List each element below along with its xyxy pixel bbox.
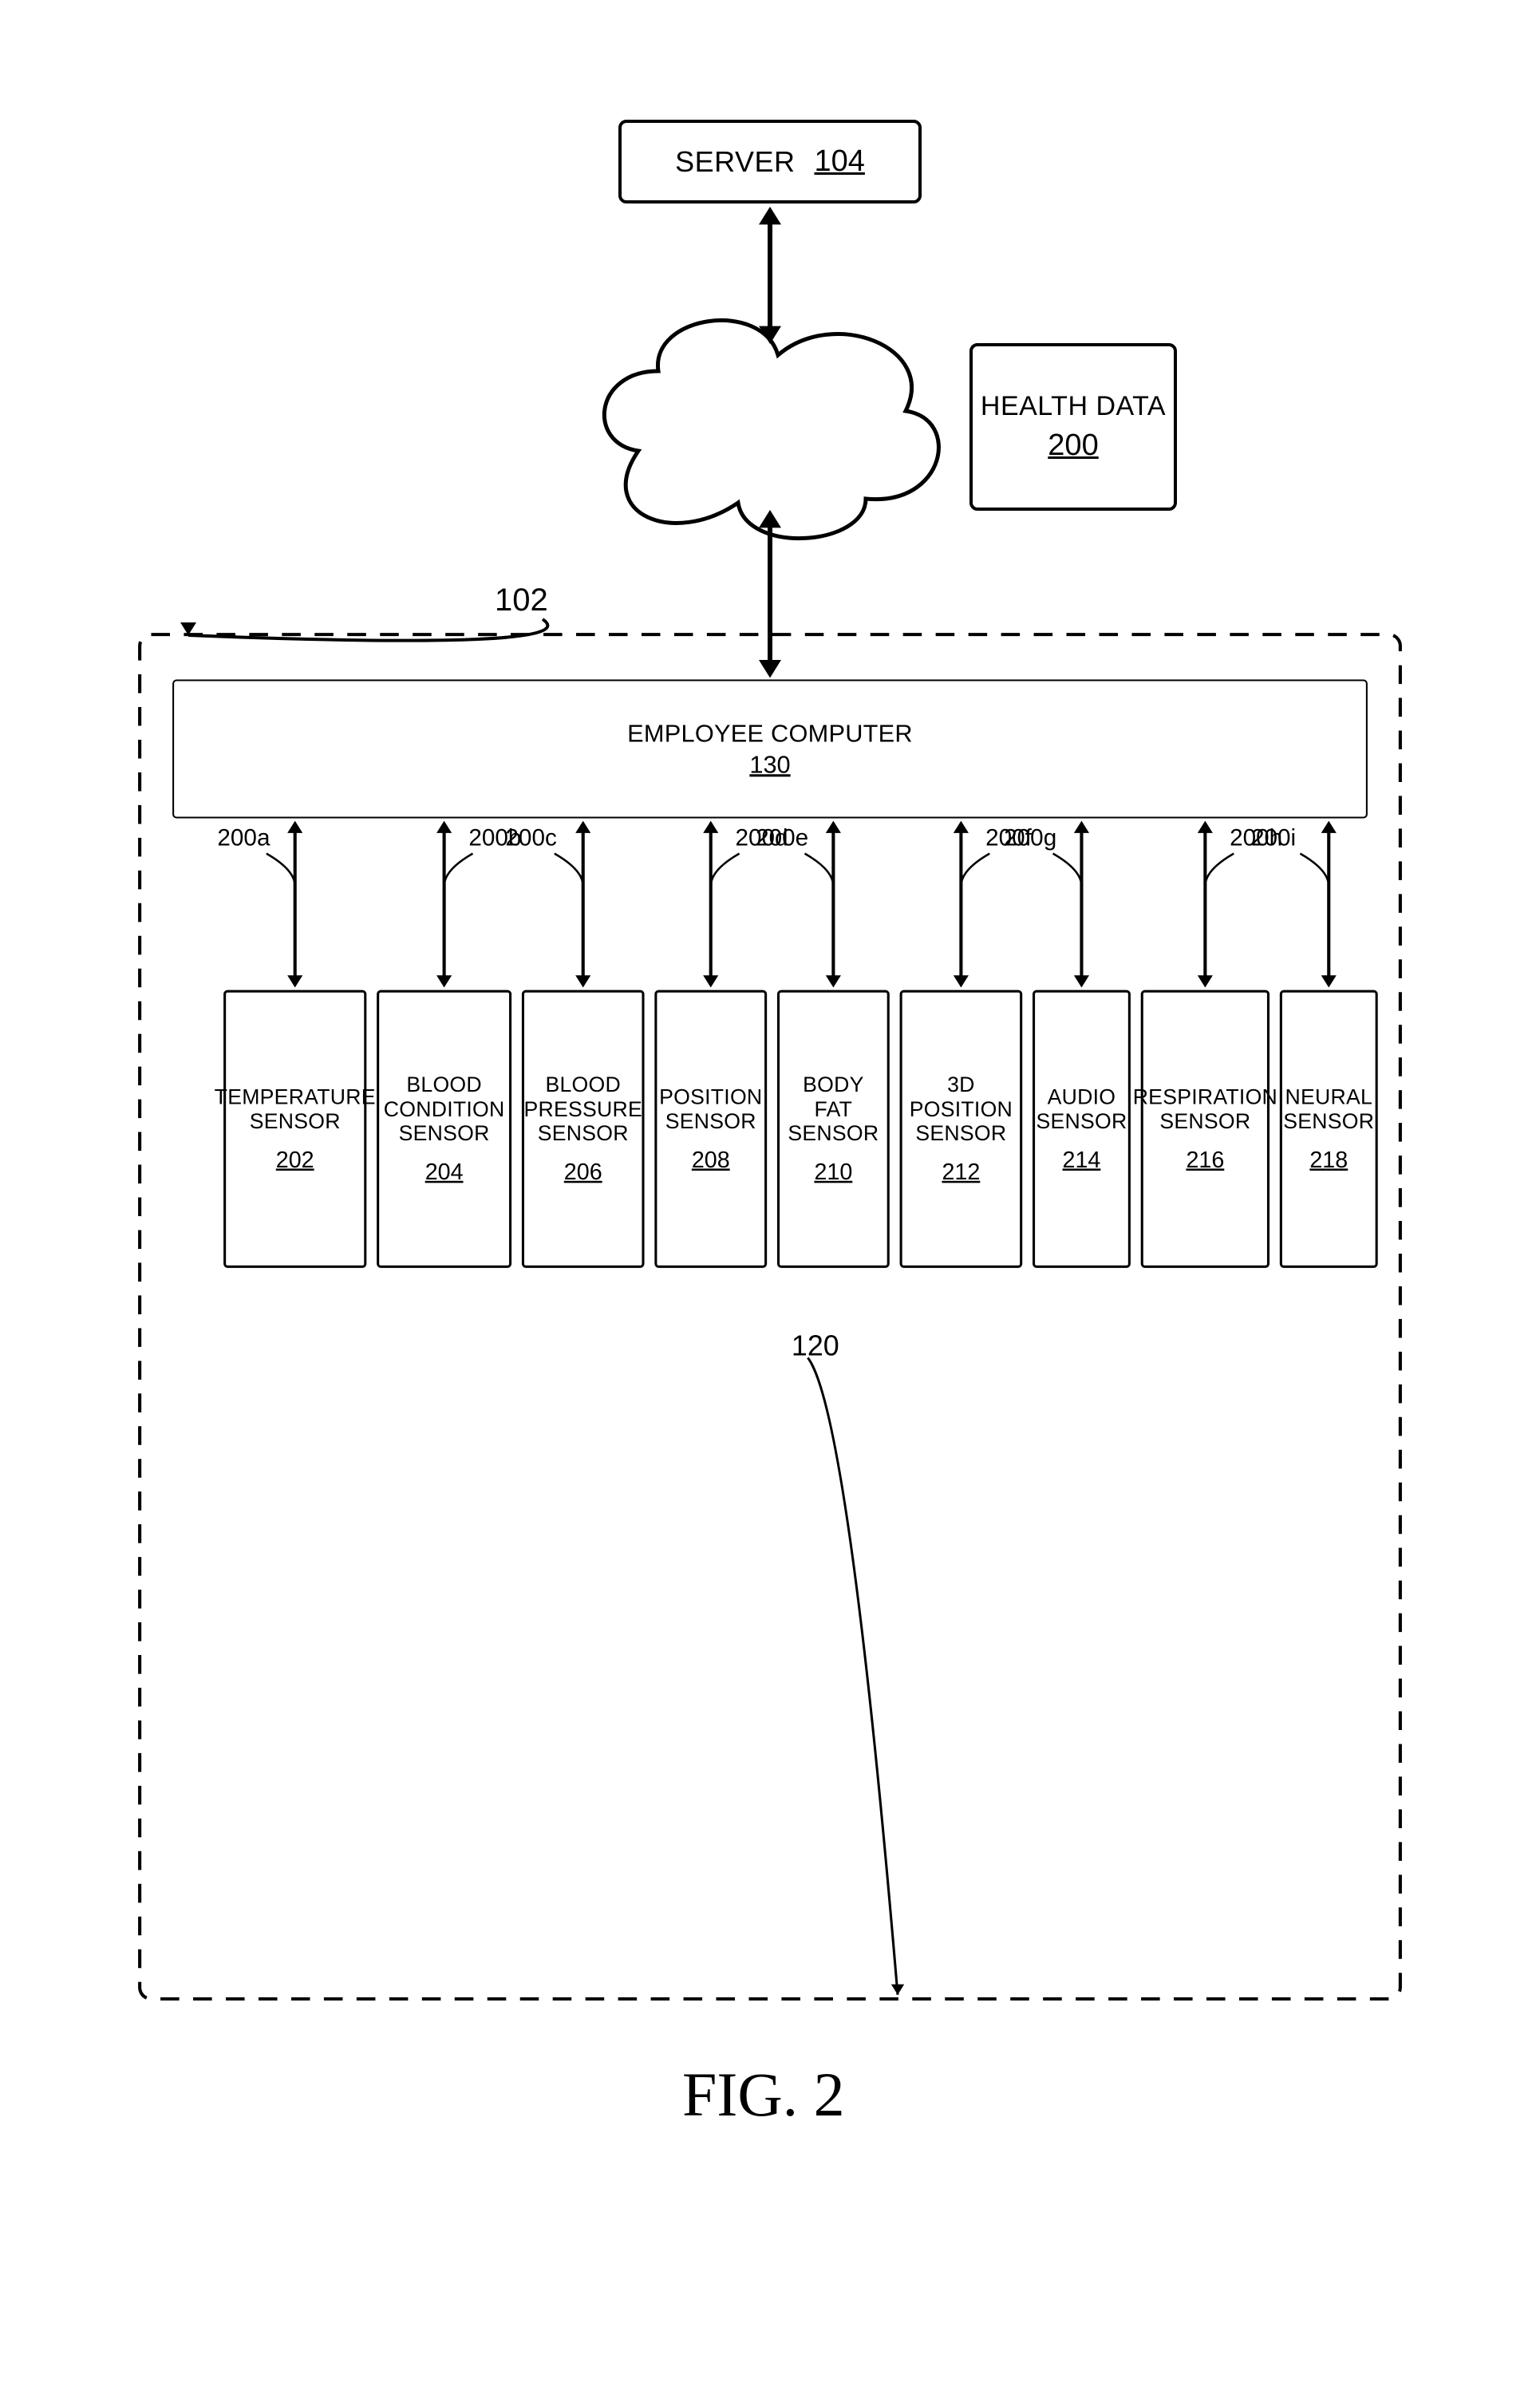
sensor-label: AUDIO SENSOR bbox=[1031, 1085, 1131, 1134]
svg-text:200h: 200h bbox=[1230, 824, 1282, 851]
sensor-label: BLOOD PRESSURE SENSOR bbox=[519, 1073, 647, 1146]
health-label: HEALTH DATA bbox=[981, 391, 1166, 422]
sensor-box: BLOOD PRESSURE SENSOR 206 bbox=[522, 990, 645, 1268]
sensor-label: 3D POSITION SENSOR bbox=[902, 1073, 1020, 1146]
sensor-label: BLOOD CONDITION SENSOR bbox=[379, 1073, 510, 1146]
ref-102: 102 bbox=[495, 583, 548, 618]
svg-text:200b: 200b bbox=[468, 824, 521, 851]
sensor-ref: 210 bbox=[814, 1159, 852, 1185]
figure-caption: FIG. 2 bbox=[682, 2059, 845, 2131]
sensor-ref: 216 bbox=[1186, 1146, 1224, 1172]
sensor-ref: 208 bbox=[692, 1146, 730, 1172]
svg-text:200f: 200f bbox=[985, 824, 1033, 851]
sensor-box: 3D POSITION SENSOR 212 bbox=[900, 990, 1023, 1268]
sensor-box: BODY FAT SENSOR 210 bbox=[777, 990, 890, 1268]
svg-text:200a: 200a bbox=[217, 824, 270, 851]
employee-label: EMPLOYEE COMPUTER bbox=[627, 719, 913, 747]
sensor-label: RESPIRATION SENSOR bbox=[1128, 1085, 1283, 1134]
svg-text:200i: 200i bbox=[1251, 824, 1296, 851]
sensor-box: BLOOD CONDITION SENSOR 204 bbox=[377, 990, 511, 1268]
employee-computer-box: EMPLOYEE COMPUTER 130 bbox=[172, 679, 1368, 818]
employee-ref: 130 bbox=[749, 751, 790, 779]
dashed-container-region: EMPLOYEE COMPUTER 130 TEMPERATURE SENSOR… bbox=[136, 630, 1404, 2003]
health-data-box: HEALTH DATA 200 bbox=[969, 343, 1177, 511]
svg-text:200e: 200e bbox=[756, 824, 808, 851]
server-label: SERVER bbox=[675, 145, 795, 178]
health-ref: 200 bbox=[1048, 429, 1098, 463]
sensor-label: TEMPERATURE SENSOR bbox=[210, 1085, 381, 1134]
sensor-box: RESPIRATION SENSOR216 bbox=[1141, 990, 1270, 1268]
sensor-ref: 218 bbox=[1309, 1146, 1348, 1172]
scaled-strip: EMPLOYEE COMPUTER 130 TEMPERATURE SENSOR… bbox=[136, 630, 1404, 2003]
sensor-box: NEURAL SENSOR 218 bbox=[1280, 990, 1378, 1268]
network-ref: 118 bbox=[744, 426, 790, 460]
sensor-box: AUDIO SENSOR 214 bbox=[1033, 990, 1131, 1268]
server-ref: 104 bbox=[815, 144, 865, 179]
sensor-box: POSITION SENSOR 208 bbox=[654, 990, 767, 1268]
svg-text:200g: 200g bbox=[1004, 824, 1056, 851]
sensor-label: POSITION SENSOR bbox=[654, 1085, 768, 1134]
sensor-ref: 214 bbox=[1063, 1146, 1101, 1172]
sensor-label: NEURAL SENSOR bbox=[1278, 1085, 1379, 1134]
network-label: NETWORK bbox=[698, 395, 837, 426]
svg-text:200d: 200d bbox=[735, 824, 788, 851]
inner-arrows-svg: 200a 200b200c 200d200e 200f200g 200h200i bbox=[136, 630, 1404, 2003]
page: SERVER 104 HEALTH DATA 200 NETWORK 118 1… bbox=[0, 0, 1540, 2386]
ref-120: 120 bbox=[792, 1329, 839, 1362]
sensor-label: BODY FAT SENSOR bbox=[780, 1073, 887, 1146]
sensor-ref: 202 bbox=[276, 1146, 314, 1172]
sensor-ref: 204 bbox=[425, 1159, 464, 1185]
sensor-ref: 212 bbox=[942, 1159, 980, 1185]
sensor-box: TEMPERATURE SENSOR202 bbox=[223, 990, 366, 1268]
network-label-group: NETWORK 118 bbox=[698, 395, 837, 460]
sensor-ref: 206 bbox=[564, 1159, 602, 1185]
svg-text:200c: 200c bbox=[505, 824, 557, 851]
server-box: SERVER 104 bbox=[618, 120, 922, 203]
